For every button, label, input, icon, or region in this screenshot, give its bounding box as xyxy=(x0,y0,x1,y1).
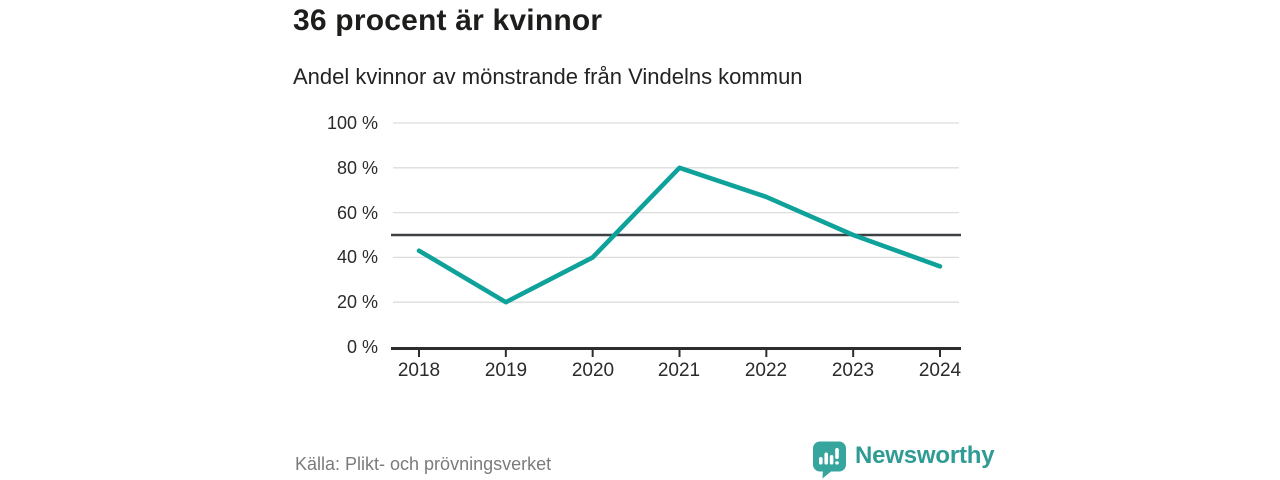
brand-logo: Newsworthy xyxy=(812,441,995,479)
y-axis-tick-label: 40 % xyxy=(336,247,378,267)
y-axis-tick-label: 80 % xyxy=(336,158,378,178)
x-axis-tick-label: 2019 xyxy=(484,360,528,381)
x-axis-tick-label: 2018 xyxy=(397,360,441,381)
brand-name: Newsworthy xyxy=(855,442,995,469)
x-axis-tick-label: 2020 xyxy=(571,360,615,381)
x-axis-tick-label: 2022 xyxy=(744,360,788,381)
chart-subtitle: Andel kvinnor av mönstrande från Vindeln… xyxy=(293,64,803,89)
y-axis-tick-label: 20 % xyxy=(336,292,378,312)
y-axis-tick-label: 100 % xyxy=(326,113,378,133)
x-axis-tick-label: 2021 xyxy=(657,360,701,381)
y-axis-tick-label: 0 % xyxy=(346,337,378,357)
y-axis-tick-label: 60 % xyxy=(336,203,378,223)
chart-title: 36 procent är kvinnor xyxy=(293,4,603,37)
bar-chart-speech-bubble-icon xyxy=(813,441,846,479)
x-axis-tick-label: 2023 xyxy=(831,360,875,381)
x-axis-tick-label: 2024 xyxy=(918,360,962,381)
source-note: Källa: Plikt- och prövningsverket xyxy=(295,454,552,474)
